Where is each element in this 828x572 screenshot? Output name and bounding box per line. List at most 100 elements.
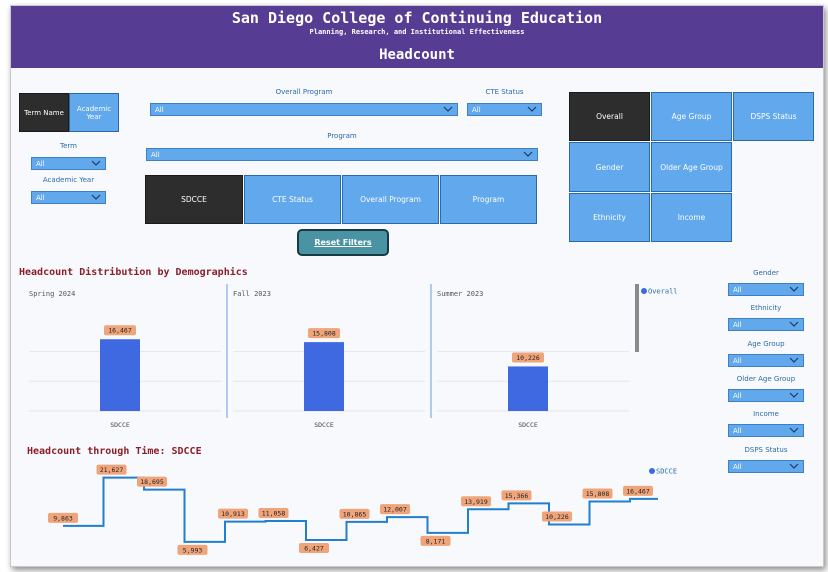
point-value-label: 10,226 [545,513,569,521]
term-name-toggle[interactable]: Term Name [19,93,69,132]
demo-income-button[interactable]: Income [651,193,732,242]
academic-year-value: All [36,194,45,202]
timeline-step-chart: 9,863 21,627 18,695 5,993 10,913 11,058 6,427 1… [48,464,677,555]
point-label-bg [258,508,289,519]
chevron-down-icon [789,357,799,363]
right-filter-dropdown[interactable]: All [728,354,804,367]
bar-value-label: 10,226 [516,354,540,362]
bar[interactable] [100,339,140,411]
point-value-label: 9,863 [53,514,73,522]
category-label: SDCCE [314,421,334,429]
right-filter-label: Older Age Group [736,375,796,383]
overall-program-value: All [155,106,164,114]
timeline-section-title: Headcount through Time: SDCCE [27,446,202,457]
cte-status-dropdown[interactable]: All [467,103,542,116]
legend-dot [649,468,655,474]
legend-overall[interactable]: Overall [648,288,678,296]
right-filter-label: DSPS Status [744,446,788,454]
right-filter-dropdown[interactable]: All [728,460,804,473]
point-label-bg [461,496,491,507]
sdcce-level-button[interactable]: SDCCE [145,175,243,224]
right-filter-label: Gender [753,269,779,277]
point-value-label: 5,993 [183,546,203,554]
bar-label-bg [512,352,544,363]
bar[interactable] [508,366,548,411]
dashboard-frame: San Diego College of Continuing Educatio… [10,5,824,567]
panel-label: Spring 2024 [29,290,75,298]
overall-program-level-button[interactable]: Overall Program [342,175,439,224]
point-label-bg [623,485,653,496]
chevron-down-icon [527,106,537,112]
legend-sdcce[interactable]: SDCCE [656,468,677,476]
point-value-label: 11,058 [262,510,286,518]
legend-scrollbar[interactable] [635,284,639,352]
chevron-down-icon [789,321,799,327]
category-label: SDCCE [110,421,130,429]
point-label-bg [542,511,572,522]
point-value-label: 10,913 [221,510,245,518]
sdcce-step-line[interactable] [63,476,658,543]
header-banner: San Diego College of Continuing Educatio… [11,6,823,68]
right-filter-label: Age Group [747,340,785,348]
right-filter-value: All [733,357,742,365]
distribution-bar-chart: Spring 2024 16,467 SDCCE Fall 2023 15,808 SDC… [29,284,678,429]
demo-older-age-group-button[interactable]: Older Age Group [651,142,732,192]
right-filter-value: All [733,463,742,471]
chevron-down-icon [91,194,101,200]
right-filter-dropdown[interactable]: All [728,318,804,331]
point-label-bg [96,464,127,475]
demo-age-group-button[interactable]: Age Group [651,92,732,141]
point-label-bg [299,543,329,554]
right-filter-dropdown[interactable]: All [728,424,804,437]
distribution-section-title: Headcount Distribution by Demographics [19,267,248,278]
cte-status-label: CTE Status [485,88,524,96]
right-filter-label: Ethnicity [750,304,782,312]
program-label: Program [327,132,357,140]
bar[interactable] [304,342,344,411]
point-label-bg [380,504,410,515]
panel-label: Summer 2023 [437,290,483,298]
program-dropdown[interactable]: All [146,148,538,161]
category-label: SDCCE [518,421,538,429]
demo-ethnicity-button[interactable]: Ethnicity [569,193,650,242]
point-value-label: 18,695 [140,478,164,486]
right-filter-value: All [733,321,742,329]
point-value-label: 16,467 [626,487,650,495]
term-label: Term [60,142,77,150]
right-filter-dropdown[interactable]: All [728,283,804,296]
chevron-down-icon [443,106,453,112]
bar-label-bg [104,325,136,336]
reset-filters-button[interactable]: Reset Filters [297,229,389,256]
point-label-bg [501,490,532,501]
demo-overall-button[interactable]: Overall [569,92,650,141]
demo-dsps-status-button[interactable]: DSPS Status [733,92,814,141]
point-label-bg [339,508,370,519]
bar-value-label: 16,467 [108,327,132,335]
point-label-bg [218,508,248,519]
academic-year-toggle[interactable]: Academic Year [69,93,119,132]
demo-gender-button[interactable]: Gender [569,142,650,192]
academic-year-dropdown[interactable]: All [31,191,106,204]
right-filter-label: Income [753,410,779,418]
point-label-bg [137,476,167,487]
chevron-down-icon [789,392,799,398]
point-label-bg [177,544,208,555]
point-value-label: 13,919 [464,498,488,506]
overall-program-label: Overall Program [275,88,333,96]
department-subtitle: Planning, Research, and Institutional Ef… [309,28,525,36]
point-value-label: 15,366 [505,492,529,500]
program-level-button[interactable]: Program [440,175,537,224]
bar-value-label: 15,808 [312,330,336,338]
right-filter-value: All [733,286,742,294]
term-dropdown[interactable]: All [31,157,106,170]
legend-dot [641,288,647,294]
page-title: Headcount [379,47,455,63]
overall-program-dropdown[interactable]: All [150,103,458,116]
chevron-down-icon [789,463,799,469]
point-value-label: 21,627 [100,466,124,474]
right-filter-dropdown[interactable]: All [728,389,804,402]
right-filter-value: All [733,392,742,400]
panel-label: Fall 2023 [233,290,271,298]
cte-status-level-button[interactable]: CTE Status [244,175,341,224]
point-value-label: 15,808 [586,490,610,498]
